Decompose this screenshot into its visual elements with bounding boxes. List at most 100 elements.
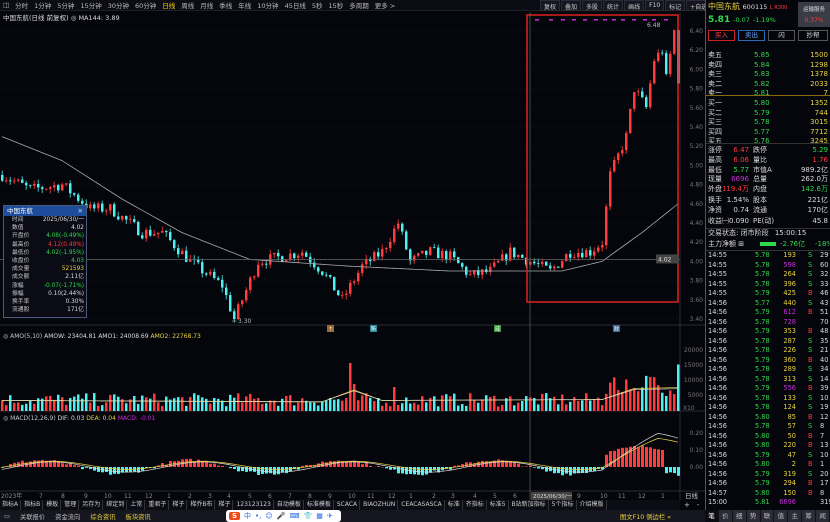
period-tab[interactable]: 5秒 — [311, 2, 323, 10]
indicator-tab[interactable]: 5个指标 — [550, 500, 577, 510]
ask-row[interactable]: 卖二 5.82 2033 — [708, 79, 830, 89]
ime-item[interactable]: ☺ — [265, 512, 273, 520]
period-tab[interactable]: 周线 — [181, 2, 195, 10]
event-marker[interactable] — [327, 325, 334, 332]
zoom-out-button[interactable]: - — [696, 501, 700, 509]
indicator-tab[interactable]: 自动模板 — [275, 500, 304, 510]
indicator-tab[interactable]: CEACASASCA — [399, 500, 445, 510]
ime-logo[interactable]: S — [229, 512, 241, 520]
ime-item[interactable]: 👕 — [303, 512, 313, 520]
detail-tab[interactable]: 势 — [746, 510, 761, 522]
indicator-tab[interactable]: 模板 — [44, 500, 62, 510]
period-tab[interactable]: 15秒 — [328, 2, 344, 10]
indicator-tab[interactable]: 标准模板 — [305, 500, 334, 510]
more-button[interactable]: 抄帮 — [798, 30, 828, 41]
indicator-tab[interactable]: 重君子 — [146, 500, 170, 510]
indicator-tab[interactable]: 管理 — [62, 500, 80, 510]
tool-button[interactable]: 统计 — [603, 0, 624, 11]
indicator-tab[interactable]: SCACA — [335, 500, 361, 510]
volume-indicator-name[interactable]: ◎ AMO(5,10) — [3, 333, 43, 340]
flash-button[interactable]: 闪 — [768, 30, 795, 41]
detail-tab[interactable]: 主 — [788, 510, 803, 522]
kline-chart[interactable]: 6.40 6.20 6.00 5.80 5.60 5.40 5.20 5.00 4.80 4.60… — [0, 0, 705, 500]
bid-row[interactable]: 买二 5.79 744 — [708, 108, 830, 118]
layout-icon[interactable]: ◫ — [3, 1, 10, 9]
indicator-tab[interactable]: 梯子 — [170, 500, 188, 510]
period-tab[interactable]: 5分钟 — [57, 2, 75, 10]
event-marker[interactable] — [370, 325, 377, 332]
bottom-tab[interactable]: 板块资讯 — [125, 513, 151, 521]
period-tab[interactable]: 1分钟 — [34, 2, 52, 10]
sector-box[interactable]: 运输服务 0.37% — [798, 2, 830, 27]
tool-button[interactable]: F10 — [645, 0, 665, 11]
bid-row[interactable]: 买一 5.80 1352 — [708, 98, 830, 108]
indicator-tab[interactable]: 梯子 — [216, 500, 234, 510]
ask-row[interactable]: 卖四 5.84 1298 — [708, 60, 830, 70]
tool-button[interactable]: 画线 — [624, 0, 645, 11]
period-tab[interactable]: 多周期 — [349, 2, 369, 10]
indicator-tab[interactable]: 梯乔B布 — [188, 500, 216, 510]
ime-item[interactable]: 中 — [244, 512, 252, 520]
ime-item[interactable]: 🎤 — [276, 512, 286, 520]
indicator-tab[interactable]: BIAOZHUN — [361, 500, 399, 510]
ask-row[interactable]: 卖三 5.83 1378 — [708, 69, 830, 79]
detail-tab[interactable]: 价 — [718, 510, 733, 522]
event-marker[interactable] — [613, 325, 620, 332]
ime-item[interactable]: •, — [255, 512, 262, 520]
detail-tab[interactable]: 闻 — [816, 510, 830, 522]
buy-button[interactable]: 买入 — [708, 30, 735, 41]
sidebar-toggle[interactable]: 图文F10 侧边栏 « — [620, 514, 671, 521]
indicator-tab[interactable]: B站新加指标 — [510, 500, 549, 510]
bid-row[interactable]: 买三 5.78 3015 — [708, 117, 830, 127]
ime-item[interactable]: ✈ — [326, 512, 333, 520]
indicator-tab[interactable]: 标准5 — [488, 500, 509, 510]
tool-button[interactable]: 复权 — [540, 0, 561, 11]
ime-toolbar[interactable]: S 中 •, ☺ 🎤 ⌨ 👕 ▦ ✈ — [226, 510, 341, 522]
tool-button[interactable]: 多股 — [582, 0, 603, 11]
ma144-line[interactable] — [1, 136, 679, 272]
ime-item[interactable]: ▦ — [316, 512, 323, 520]
tool-button[interactable]: 叠加 — [561, 0, 582, 11]
indicator-tab[interactable]: 123123123 — [234, 500, 274, 510]
detail-tab[interactable]: 联 — [760, 510, 775, 522]
event-marker[interactable] — [494, 325, 501, 332]
indicator-tab[interactable]: 绑定到 — [104, 500, 128, 510]
detail-tab[interactable]: 值 — [774, 510, 789, 522]
detail-tab[interactable]: 笔 — [705, 510, 719, 522]
period-tab[interactable]: 更多 > — [374, 2, 396, 10]
macd-indicator-name[interactable]: ◎ MACD(12,26,9) — [3, 415, 56, 422]
indicator-tab[interactable]: 标准 — [446, 500, 463, 510]
period-tab[interactable]: 30分钟 — [107, 2, 129, 10]
zoom-in-button[interactable]: + — [684, 501, 690, 509]
tool-button[interactable]: 标记 — [665, 0, 686, 11]
main-flow-label[interactable]: 主力净额 ⊞ — [708, 240, 745, 248]
indicator-tab[interactable]: 另存为 — [80, 500, 104, 510]
period-tab[interactable]: 分时 — [15, 2, 29, 10]
period-tab[interactable]: 月线 — [200, 2, 214, 10]
ask-row[interactable]: 卖五 5.85 1500 — [708, 50, 830, 60]
ime-item[interactable]: ⌨ — [289, 512, 300, 520]
collapse-icon[interactable]: ▭ — [4, 512, 10, 520]
bottom-tab[interactable]: 综合资讯 — [90, 513, 116, 521]
period-tab[interactable]: 15分钟 — [80, 2, 102, 10]
ask-row[interactable]: 卖一 5.81 7 — [708, 88, 830, 98]
period-tab[interactable]: 日线 — [162, 2, 176, 10]
indicator-tab[interactable]: 上常 — [128, 500, 146, 510]
period-tab[interactable]: 季线 — [219, 2, 233, 10]
bid-row[interactable]: 买五 5.76 3245 — [708, 136, 830, 146]
period-tab[interactable]: 45日线 — [284, 2, 306, 10]
detail-tab[interactable]: 筹 — [802, 510, 817, 522]
detail-tab[interactable]: 细 — [732, 510, 747, 522]
close-icon[interactable]: ✕ — [77, 207, 83, 215]
sell-button[interactable]: 卖出 — [738, 30, 765, 41]
period-tab[interactable]: 60分钟 — [135, 2, 157, 10]
indicator-tab[interactable]: 指标B — [22, 500, 44, 510]
indicator-tab[interactable]: 介绍模版 — [578, 500, 607, 510]
indicator-tab[interactable]: 齐指标 — [464, 500, 487, 510]
bid-row[interactable]: 买四 5.77 7712 — [708, 127, 830, 137]
period-tab[interactable]: 10分钟 — [257, 2, 279, 10]
bottom-tab[interactable]: 资金流向 — [55, 513, 81, 521]
indicator-tab[interactable]: 指标A — [0, 500, 22, 510]
bottom-tab[interactable]: 关联报价 — [19, 513, 46, 521]
period-tab[interactable]: 年线 — [238, 2, 252, 10]
